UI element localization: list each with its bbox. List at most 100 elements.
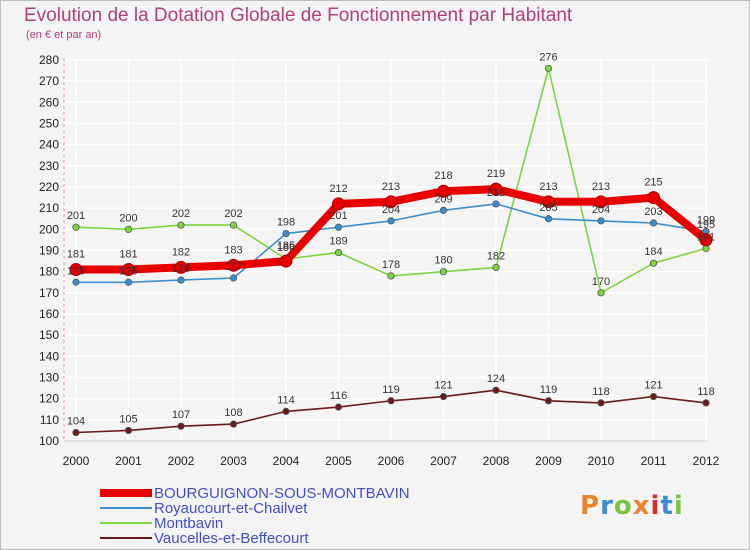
- data-point: [597, 289, 605, 297]
- data-point: [649, 259, 658, 267]
- data-point: [177, 276, 185, 284]
- x-tick-label: 2002: [168, 454, 195, 468]
- data-point: [439, 206, 448, 214]
- data-point: [334, 403, 343, 411]
- data-point: [489, 182, 503, 196]
- data-point: [492, 263, 500, 272]
- data-label: 184: [644, 246, 662, 258]
- data-point: [124, 225, 133, 233]
- data-label: 218: [434, 170, 452, 182]
- data-point: [647, 191, 660, 205]
- data-label: 186: [277, 242, 295, 254]
- data-point: [122, 263, 135, 277]
- data-point: [544, 64, 553, 73]
- data-label: 185: [277, 240, 295, 252]
- y-tick-label: 180: [39, 265, 59, 279]
- x-tick-label: 2008: [483, 454, 510, 468]
- logo-letter: i: [673, 491, 684, 521]
- chart-title: Evolution de la Dotation Globale de Fonc…: [24, 5, 573, 26]
- legend-label: Vaucelles-et-Beffecourt: [154, 530, 309, 547]
- logo-letter: o: [613, 491, 633, 521]
- data-point: [649, 219, 658, 227]
- data-point: [492, 386, 500, 394]
- data-label: 124: [487, 373, 505, 385]
- x-tick-label: 2010: [588, 454, 615, 468]
- data-point: [492, 200, 500, 208]
- data-label: 201: [329, 210, 347, 222]
- data-point: [72, 428, 80, 437]
- data-label: 215: [644, 177, 662, 189]
- data-label: 212: [487, 187, 505, 199]
- y-tick-label: 130: [39, 371, 59, 385]
- x-tick-label: 2000: [63, 454, 90, 468]
- data-point: [439, 392, 448, 401]
- x-tick-label: 2003: [220, 454, 247, 468]
- data-point: [282, 407, 290, 415]
- y-tick-label: 260: [39, 95, 59, 109]
- x-tick-label: 2011: [641, 454, 667, 468]
- logo-letter: r: [600, 491, 614, 521]
- data-point: [279, 254, 293, 268]
- data-label: 204: [592, 204, 610, 216]
- x-tick-label: 2005: [325, 454, 352, 468]
- y-tick-label: 170: [39, 286, 59, 300]
- logo-letter: i: [650, 491, 661, 521]
- data-label: 104: [67, 416, 85, 428]
- data-point: [282, 229, 290, 238]
- data-point: [439, 268, 448, 276]
- data-label: 195: [697, 219, 715, 231]
- data-label: 183: [224, 244, 242, 256]
- data-label: 118: [592, 386, 610, 398]
- legend-swatch: [100, 489, 152, 497]
- y-tick-label: 200: [39, 222, 59, 236]
- data-point: [387, 217, 395, 225]
- data-label: 121: [434, 380, 452, 392]
- data-label: 213: [539, 181, 557, 193]
- legend-item: BOURGUIGNON-SOUS-MONTBAVIN: [100, 485, 480, 502]
- data-point: [227, 258, 240, 272]
- y-tick-label: 230: [39, 159, 59, 173]
- data-label: 175: [119, 265, 137, 277]
- data-point: [597, 399, 605, 407]
- data-label: 182: [487, 250, 505, 262]
- data-point: [334, 249, 343, 257]
- y-tick-label: 190: [39, 244, 59, 258]
- legend-swatch: [100, 522, 152, 524]
- legend-label: BOURGUIGNON-SOUS-MONTBAVIN: [154, 485, 410, 502]
- data-point: [69, 263, 83, 277]
- data-label: 213: [382, 181, 400, 193]
- data-label: 198: [277, 217, 295, 229]
- data-point: [72, 223, 80, 231]
- data-point: [124, 278, 133, 286]
- legend-label: Royaucourt-et-Chailvet: [154, 500, 308, 517]
- legend-label: Montbavin: [154, 515, 224, 532]
- data-label: 108: [224, 407, 242, 419]
- data-point: [437, 184, 450, 198]
- data-label: 202: [172, 208, 190, 220]
- data-label: 175: [67, 265, 85, 277]
- legend-item: Vaucelles-et-Beffecourt: [100, 530, 480, 547]
- data-point: [177, 422, 185, 430]
- data-label: 189: [329, 236, 347, 248]
- proxiti-logo[interactable]: Proxiti: [580, 491, 684, 521]
- legend-item: Montbavin: [100, 515, 480, 532]
- chart-subtitle: (en € et par an): [26, 29, 102, 41]
- data-point: [174, 260, 188, 274]
- logo-letter: P: [580, 491, 601, 521]
- data-point: [594, 195, 608, 209]
- data-label: 107: [172, 409, 190, 421]
- data-point: [597, 217, 605, 225]
- data-label: 119: [382, 384, 400, 396]
- x-tick-label: 2007: [430, 454, 457, 468]
- x-tick-label: 2004: [273, 454, 300, 468]
- y-tick-label: 110: [40, 413, 59, 427]
- data-label: 116: [330, 390, 348, 402]
- legend-swatch: [100, 537, 152, 539]
- y-tick-label: 160: [39, 307, 59, 321]
- y-tick-label: 250: [39, 117, 59, 131]
- y-tick-label: 210: [39, 201, 59, 215]
- data-point: [649, 392, 658, 401]
- y-tick-label: 280: [39, 53, 59, 67]
- data-point: [699, 233, 713, 247]
- data-label: 178: [382, 259, 400, 271]
